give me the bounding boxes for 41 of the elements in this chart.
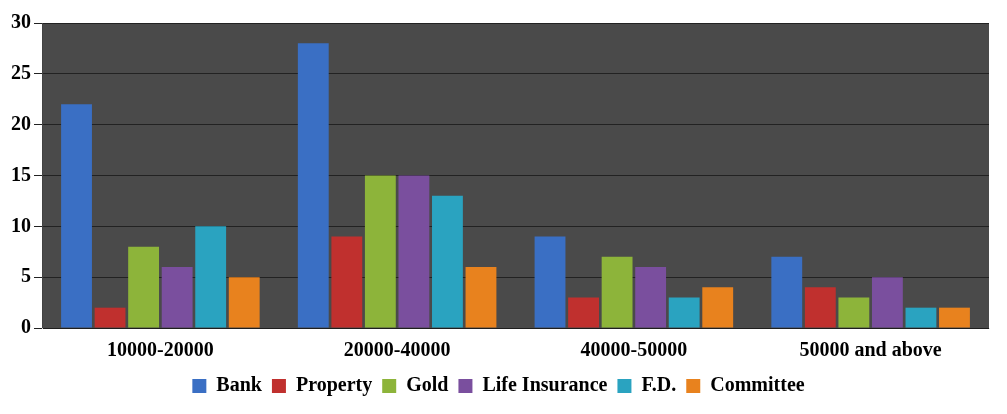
bar: [94, 307, 126, 328]
bar: [432, 195, 463, 328]
bar: [534, 236, 566, 328]
bar: [771, 256, 803, 328]
x-tick-label: 10000-20000: [107, 338, 214, 361]
bar: [668, 297, 700, 328]
bar: [331, 236, 363, 328]
y-tick-label: 25: [11, 61, 31, 84]
bar: [228, 277, 260, 328]
bar: [601, 256, 633, 328]
legend-label: Property: [295, 373, 373, 397]
y-tick-label: 20: [11, 111, 31, 134]
y-tick-label: 15: [11, 162, 31, 185]
bar: [195, 226, 227, 328]
bar: [61, 104, 92, 328]
bar: [568, 297, 599, 328]
legend-label: Gold: [406, 373, 449, 396]
bar: [804, 287, 836, 328]
bar: [364, 175, 396, 328]
bar: [838, 297, 870, 328]
legend-label: Life Insurance: [482, 373, 608, 396]
bar: [871, 277, 903, 328]
bar: [465, 267, 497, 328]
x-tick-label: 50000 and above: [799, 338, 942, 361]
legend-label: F.D.: [641, 373, 677, 396]
bar: [905, 307, 937, 328]
x-tick-label: 20000-40000: [343, 338, 451, 361]
bar: [161, 267, 193, 328]
legend-label: Bank: [216, 373, 263, 396]
bar: [939, 307, 970, 328]
y-tick-label: 10: [11, 213, 31, 236]
bar: [297, 43, 329, 328]
bar: [635, 267, 667, 328]
y-tick-label: 30: [11, 10, 31, 33]
bar: [128, 246, 160, 328]
x-tick-label: 40000-50000: [580, 338, 688, 361]
bar: [702, 287, 734, 328]
y-tick-label: 5: [21, 264, 31, 287]
legend-label: Committee: [710, 373, 805, 396]
bar: [398, 175, 430, 328]
y-tick-label: 0: [21, 315, 31, 338]
